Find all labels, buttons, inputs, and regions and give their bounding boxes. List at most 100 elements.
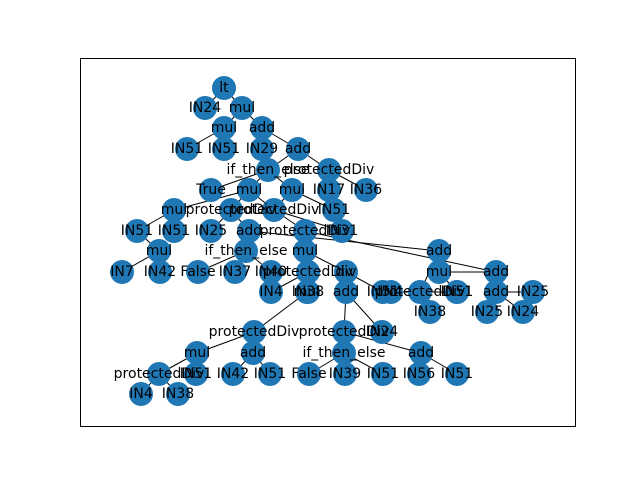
tree-node <box>162 198 186 222</box>
tree-node <box>250 116 274 140</box>
tree-node-label: IN17 <box>313 182 345 198</box>
tree-node-label: IN56 <box>403 366 436 382</box>
tree-node-label: mul <box>426 264 452 280</box>
tree-node-label: IN7 <box>110 264 134 280</box>
tree-node-label: add <box>483 264 509 280</box>
tree-node <box>129 382 153 406</box>
tree-node <box>147 362 171 386</box>
tree-node <box>147 239 171 263</box>
tree-node-label: mul <box>161 202 187 218</box>
tree-node-label: IN4 <box>379 284 403 300</box>
tree-node <box>379 280 403 304</box>
tree-node-label: mul <box>146 243 172 259</box>
tree-node <box>330 219 354 243</box>
tree-node-label: add <box>333 284 359 300</box>
tree-node <box>418 300 442 324</box>
tree-node <box>334 280 358 304</box>
tree-node-label: mul <box>184 345 210 361</box>
tree-node-label: IN25 <box>195 223 227 239</box>
tree-node-label: add <box>483 284 509 300</box>
tree-node-label: IN24 <box>189 100 222 116</box>
tree-node-label: IN51 <box>367 284 399 300</box>
tree-node <box>332 341 356 365</box>
tree-node-label: add <box>285 141 311 157</box>
tree-node-label: IN38 <box>292 284 324 300</box>
node-layer <box>110 76 545 406</box>
tree-node <box>370 320 394 344</box>
tree-node-label: IN37 <box>219 264 251 280</box>
tree-node-label: IN42 <box>217 366 249 382</box>
tree-node-label: IN51 <box>318 202 350 218</box>
tree-node-label: IN4 <box>259 284 283 300</box>
tree-node-label: False <box>291 366 326 382</box>
tree-node-label: protectedDiv <box>260 223 351 239</box>
tree-node-label: False <box>180 264 215 280</box>
tree-node <box>221 362 245 386</box>
tree-node-label: add <box>408 345 434 361</box>
tree-node <box>193 96 217 120</box>
tree-node <box>199 219 223 243</box>
tree-node-label: IN51 <box>367 366 399 382</box>
tree-node <box>521 280 545 304</box>
tree-node-label: IN38 <box>162 386 194 402</box>
tree-node <box>148 260 172 284</box>
tree-node <box>230 96 254 120</box>
tree-node-label: protectedDiv <box>299 324 390 340</box>
tree-node-label: True <box>195 182 226 198</box>
tree-node-label: add <box>249 120 275 136</box>
tree-node-label: IN51 <box>208 141 240 157</box>
tree-node-label: if_then_else <box>302 345 385 361</box>
tree-node-label: IN51 <box>441 284 473 300</box>
tree-node <box>334 260 358 284</box>
tree-node <box>297 362 321 386</box>
tree-node <box>408 280 432 304</box>
tree-node <box>212 116 236 140</box>
tree-node-label: add <box>426 243 452 259</box>
tree-node <box>317 158 341 182</box>
tree-node <box>296 260 320 284</box>
tree-node-label: IN51 <box>121 223 153 239</box>
tree-node-label: if_then_else <box>226 162 309 178</box>
tree-node <box>280 178 304 202</box>
tree-node <box>427 239 451 263</box>
tree-node-label: mul <box>229 100 255 116</box>
tree-node <box>332 320 356 344</box>
tree-node <box>237 219 261 243</box>
tree-node <box>259 260 283 284</box>
tree-node <box>110 260 134 284</box>
tree-node-label: IN40 <box>255 264 287 280</box>
tree-node <box>511 300 535 324</box>
tree-node <box>427 260 451 284</box>
tree-node <box>125 219 149 243</box>
tree-node-label: IN42 <box>144 264 176 280</box>
tree-node <box>212 76 236 100</box>
tree-node <box>223 260 247 284</box>
tree-node <box>184 362 208 386</box>
tree-node <box>293 219 317 243</box>
tree-node <box>162 219 186 243</box>
tree-node <box>185 341 209 365</box>
tree-node <box>219 198 243 222</box>
tree-node <box>296 280 320 304</box>
tree-node-label: mul <box>292 243 318 259</box>
tree-node-label: protectedDiv <box>284 162 375 178</box>
tree-node-label: add <box>240 345 266 361</box>
tree-node-label: IN51 <box>441 284 473 300</box>
tree-node <box>445 280 469 304</box>
tree-node <box>234 239 258 263</box>
tree-node <box>333 362 357 386</box>
tree-node-label: IN4 <box>129 386 153 402</box>
tree-node <box>262 198 286 222</box>
tree-node-label: IN51 <box>180 366 212 382</box>
tree-node-label: IN24 <box>507 304 540 320</box>
tree-node-label: IN51 <box>171 141 203 157</box>
tree-node-label: protectedDiv <box>186 202 277 218</box>
tree-node-label: IN24 <box>366 324 399 340</box>
tree-node <box>241 341 265 365</box>
tree-node-label: IN38 <box>414 304 446 320</box>
tree-node-label: IN25 <box>471 304 503 320</box>
tree-node-label: protectedDiv <box>229 202 320 218</box>
tree-node <box>212 137 236 161</box>
